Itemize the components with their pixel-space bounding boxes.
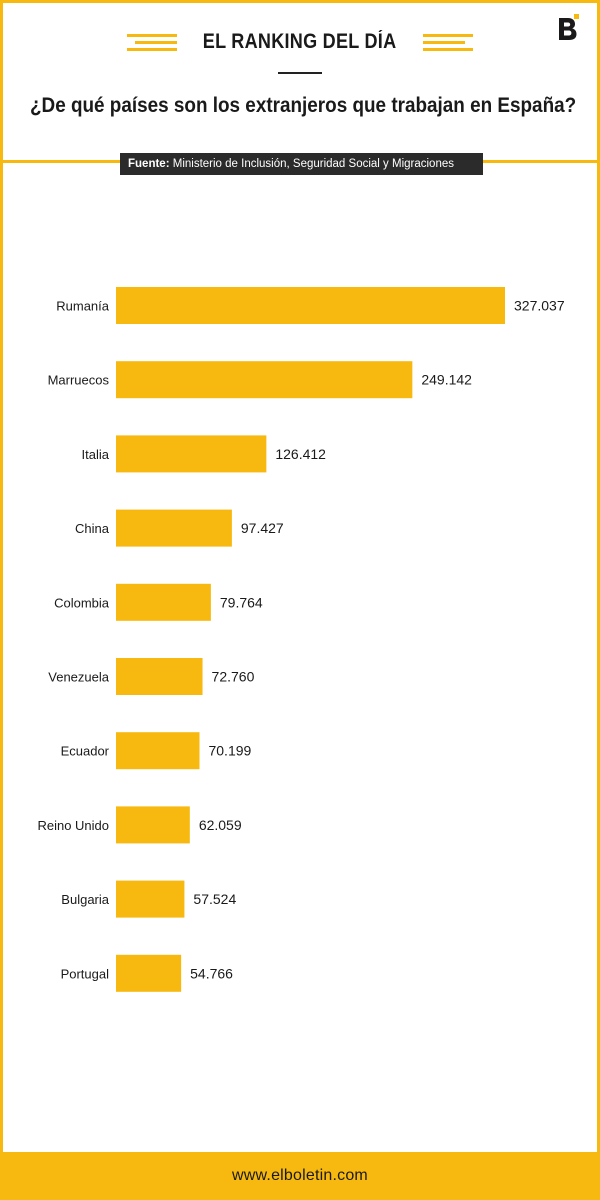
value-label: 327.037 [514, 298, 565, 314]
bar [116, 509, 232, 547]
chart-title: ¿De qué países son los extranjeros que t… [30, 94, 577, 117]
bar [116, 658, 203, 695]
bar [116, 732, 200, 770]
category-label: Rumanía [56, 299, 110, 314]
category-label: Bulgaria [61, 892, 109, 907]
footer-url[interactable]: www.elboletin.com [232, 1167, 368, 1184]
bar [116, 583, 211, 621]
value-label: 62.059 [199, 817, 242, 833]
bar [116, 361, 413, 399]
kicker-right-stripes [423, 32, 474, 52]
value-label: 72.760 [212, 669, 255, 685]
elboletin-logo-icon [559, 14, 579, 40]
bar [116, 954, 182, 992]
value-label: 54.766 [190, 965, 233, 981]
bar [116, 880, 185, 918]
category-label: China [75, 521, 110, 536]
category-label: Marruecos [48, 373, 110, 388]
category-label: Portugal [61, 966, 110, 981]
value-label: 126.412 [275, 446, 326, 462]
ranking-kicker: EL RANKING DEL DÍA [0, 30, 600, 54]
category-label: Reino Unido [37, 818, 109, 833]
bar [116, 806, 190, 844]
kicker-title: EL RANKING DEL DÍA [203, 30, 397, 53]
category-label: Venezuela [48, 670, 109, 685]
category-label: Ecuador [61, 744, 110, 759]
footer-bar: www.elboletin.com [0, 1152, 600, 1200]
value-label: 70.199 [208, 743, 251, 759]
category-label: Colombia [54, 595, 110, 610]
bar [116, 287, 505, 324]
value-label: 249.142 [421, 372, 472, 388]
source-badge: Fuente: Ministerio de Inclusión, Segurid… [120, 153, 483, 175]
source-label: Fuente: [128, 158, 170, 170]
kicker-left-stripes [126, 32, 177, 52]
value-label: 57.524 [193, 891, 236, 907]
title-divider [278, 72, 322, 74]
category-label: Italia [82, 447, 110, 462]
bar [116, 435, 267, 473]
value-label: 97.427 [241, 520, 284, 536]
source-text: Ministerio de Inclusión, Seguridad Socia… [172, 158, 454, 170]
page-frame [0, 0, 600, 1152]
bar-chart: Rumanía 327.037 Marruecos 249.142 Italia 126.… [37, 287, 565, 992]
value-label: 79.764 [220, 594, 263, 610]
